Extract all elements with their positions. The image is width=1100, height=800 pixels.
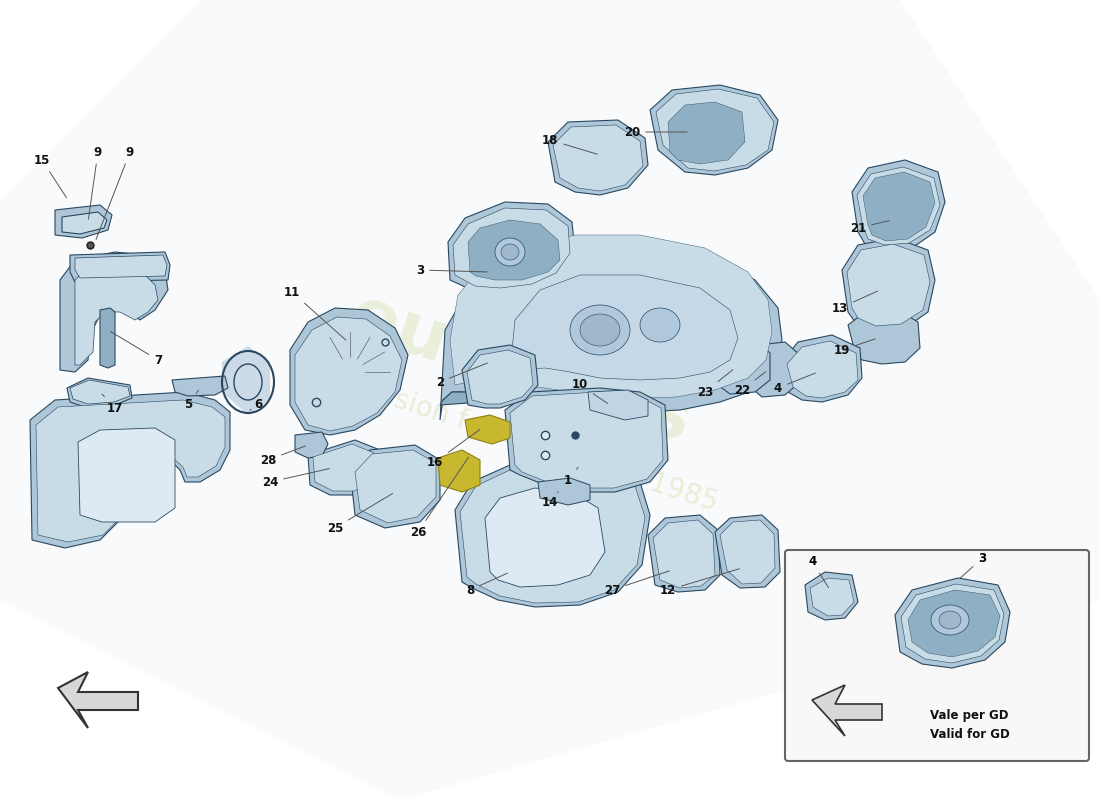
Ellipse shape — [570, 305, 630, 355]
Ellipse shape — [580, 314, 620, 346]
Text: 21: 21 — [850, 221, 889, 234]
Polygon shape — [901, 584, 1004, 663]
Polygon shape — [712, 340, 770, 394]
Polygon shape — [67, 378, 132, 407]
Polygon shape — [842, 238, 935, 330]
Polygon shape — [58, 672, 138, 728]
Ellipse shape — [500, 244, 519, 260]
Text: 22: 22 — [734, 372, 766, 397]
Text: 20: 20 — [624, 126, 688, 138]
Text: 12: 12 — [660, 569, 739, 597]
Polygon shape — [812, 685, 882, 736]
Text: 27: 27 — [604, 571, 670, 597]
Polygon shape — [460, 465, 645, 603]
Polygon shape — [650, 85, 778, 175]
Polygon shape — [510, 392, 663, 488]
Polygon shape — [848, 310, 920, 364]
Polygon shape — [908, 590, 1000, 657]
Polygon shape — [852, 160, 945, 250]
Polygon shape — [75, 255, 167, 278]
Polygon shape — [668, 102, 745, 164]
Text: 15: 15 — [34, 154, 66, 198]
Polygon shape — [462, 345, 538, 408]
Polygon shape — [36, 400, 226, 542]
Polygon shape — [656, 89, 774, 171]
Text: 24: 24 — [262, 469, 329, 489]
Polygon shape — [468, 220, 560, 280]
Polygon shape — [468, 350, 534, 404]
Polygon shape — [805, 572, 858, 620]
Text: 18: 18 — [542, 134, 597, 154]
Polygon shape — [450, 235, 772, 398]
Polygon shape — [653, 520, 715, 588]
Polygon shape — [222, 346, 270, 415]
Polygon shape — [510, 275, 738, 380]
Polygon shape — [720, 520, 775, 584]
Polygon shape — [782, 335, 862, 402]
Polygon shape — [485, 488, 605, 587]
Text: a passion for excellence 1985: a passion for excellence 1985 — [319, 362, 722, 518]
Polygon shape — [895, 578, 1010, 668]
Text: 16: 16 — [427, 430, 480, 469]
Text: 2: 2 — [436, 363, 487, 389]
Polygon shape — [505, 388, 668, 492]
Polygon shape — [308, 440, 380, 495]
Text: 3: 3 — [416, 263, 487, 277]
Text: eurocars: eurocars — [340, 282, 700, 458]
Polygon shape — [440, 392, 510, 405]
Polygon shape — [742, 342, 800, 397]
Polygon shape — [538, 478, 590, 505]
Text: 19: 19 — [834, 339, 876, 357]
Polygon shape — [100, 308, 116, 368]
Text: 6: 6 — [250, 398, 262, 411]
Polygon shape — [847, 244, 930, 326]
Text: Vale per GD: Vale per GD — [930, 709, 1009, 722]
Polygon shape — [295, 432, 328, 458]
Ellipse shape — [939, 611, 961, 629]
Polygon shape — [30, 392, 230, 548]
Polygon shape — [455, 460, 650, 607]
Polygon shape — [715, 515, 780, 588]
Text: 25: 25 — [327, 494, 393, 534]
Text: 3: 3 — [960, 552, 986, 578]
Polygon shape — [290, 308, 408, 435]
Polygon shape — [810, 578, 854, 616]
FancyBboxPatch shape — [785, 550, 1089, 761]
Polygon shape — [648, 515, 720, 592]
Polygon shape — [78, 428, 175, 522]
Text: 4: 4 — [774, 373, 815, 394]
Polygon shape — [350, 445, 440, 528]
Polygon shape — [314, 444, 374, 491]
Text: 11: 11 — [284, 286, 345, 340]
Polygon shape — [553, 125, 643, 191]
Polygon shape — [548, 120, 648, 195]
Polygon shape — [60, 252, 168, 372]
Text: 4: 4 — [808, 555, 828, 588]
Text: 26: 26 — [410, 458, 469, 538]
Text: 23: 23 — [697, 370, 733, 398]
Text: 9: 9 — [88, 146, 102, 219]
Text: 7: 7 — [110, 331, 162, 366]
Ellipse shape — [495, 238, 525, 266]
Polygon shape — [440, 242, 782, 420]
Text: 9: 9 — [96, 146, 134, 239]
Text: 14: 14 — [542, 492, 558, 509]
Polygon shape — [857, 167, 940, 245]
Polygon shape — [588, 390, 648, 420]
Polygon shape — [295, 317, 402, 431]
Polygon shape — [70, 252, 170, 282]
Polygon shape — [448, 202, 575, 292]
Text: 10: 10 — [572, 378, 607, 403]
Text: 13: 13 — [832, 291, 878, 314]
Polygon shape — [55, 205, 112, 238]
Polygon shape — [864, 172, 935, 241]
Text: 28: 28 — [260, 446, 306, 466]
Ellipse shape — [931, 605, 969, 635]
Polygon shape — [75, 262, 158, 365]
Polygon shape — [465, 415, 510, 444]
Text: 17: 17 — [102, 394, 123, 414]
Polygon shape — [172, 376, 228, 396]
Polygon shape — [62, 212, 107, 234]
Polygon shape — [70, 380, 130, 404]
